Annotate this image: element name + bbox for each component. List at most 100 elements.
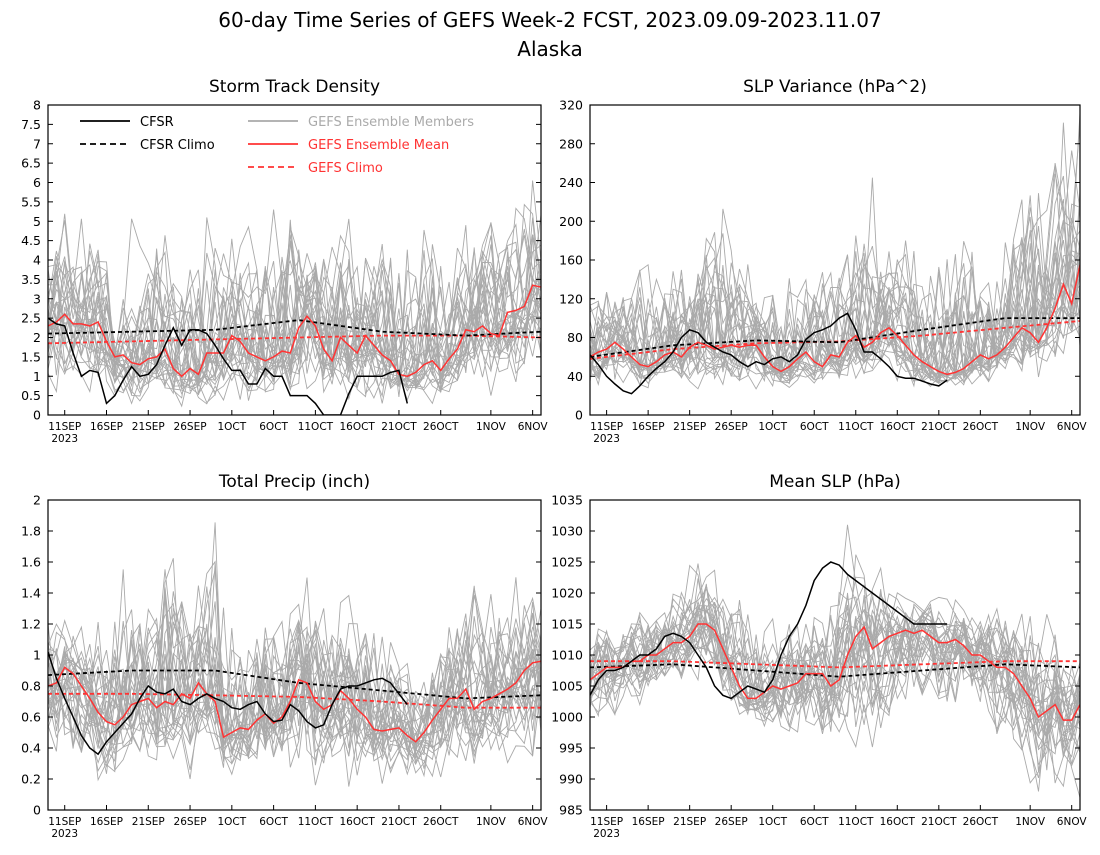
- x-tick-label: 1NOV: [1015, 421, 1046, 433]
- ensemble-member-line: [590, 207, 1080, 382]
- ensemble-member-line: [590, 199, 1080, 378]
- chart-panel: Total Precip (inch) 0 0.2 0.4 0.6 0.8 1 1.2 1.4 1…: [21, 472, 548, 840]
- ensemble-member-line: [590, 595, 1080, 779]
- y-tick-label: 1.2: [21, 617, 41, 632]
- y-tick-label: 4.5: [21, 233, 41, 248]
- y-tick-label: 0.6: [21, 710, 41, 725]
- ensemble-member-line: [48, 242, 541, 405]
- x-tick-label: 6NOV: [1057, 421, 1088, 433]
- y-tick-label: 2: [33, 493, 41, 508]
- ensemble-member-line: [48, 596, 541, 763]
- y-tick-label: 1030: [551, 524, 583, 539]
- y-tick-label: 8: [33, 98, 41, 113]
- x-tick-label: 16SEP: [632, 816, 665, 828]
- y-tick-label: 0: [33, 408, 41, 423]
- x-tick-label: 6NOV: [518, 816, 549, 828]
- x-tick-label: 26OCT: [963, 816, 999, 828]
- panel-title: Storm Track Density: [209, 77, 380, 97]
- x-tick-label: 6OCT: [259, 421, 288, 433]
- y-tick-label: 0.2: [21, 772, 41, 787]
- ensemble-member-line: [48, 217, 541, 402]
- legend-cfsr-label: CFSR: [140, 115, 174, 130]
- y-tick-label: 1000: [551, 710, 583, 725]
- y-tick-label: 1025: [551, 555, 583, 570]
- figure-subtitle: Alaska: [517, 37, 582, 61]
- y-tick-label: 3: [33, 291, 41, 306]
- gefs-climo-line: [590, 320, 1080, 360]
- ensemble-mean-line: [590, 623, 1080, 721]
- y-tick-label: 7: [33, 136, 41, 151]
- x-tick-label: 26SEP: [174, 816, 207, 828]
- x-tick-label: 26SEP: [174, 421, 207, 433]
- x-tick-label: 21SEP: [673, 421, 706, 433]
- y-tick-label: 1005: [551, 679, 583, 694]
- ensemble-member-line: [590, 241, 1080, 386]
- ensemble-member-line: [590, 609, 1080, 753]
- x-tick-label: 16SEP: [90, 421, 123, 433]
- y-tick-label: 200: [559, 214, 583, 229]
- legend-mean-label: GEFS Ensemble Mean: [308, 138, 449, 153]
- legend-members-label: GEFS Ensemble Members: [308, 115, 474, 130]
- x-tick-label: 6NOV: [518, 421, 549, 433]
- cfsr-climo-line: [590, 663, 1080, 678]
- x-tick-label: 11OCT: [298, 421, 334, 433]
- y-tick-label: 6: [33, 175, 41, 190]
- x-tick-label: 11SEP: [590, 816, 623, 828]
- figure-title: 60-day Time Series of GEFS Week-2 FCST, …: [218, 8, 881, 32]
- y-tick-label: 1010: [551, 648, 583, 663]
- cfsr-line: [590, 312, 948, 395]
- y-tick-label: 1020: [551, 586, 583, 601]
- y-tick-label: 2: [33, 330, 41, 345]
- ensemble-member-line: [590, 583, 1080, 771]
- y-tick-label: 1.5: [21, 349, 41, 364]
- x-tick-label: 1NOV: [476, 816, 507, 828]
- legend-cfsr-climo-label: CFSR Climo: [140, 138, 215, 153]
- ensemble-member-line: [590, 592, 1080, 798]
- x-tick-label: 26OCT: [963, 421, 999, 433]
- x-tick-label: 1NOV: [1015, 816, 1046, 828]
- x-tick-label: 26SEP: [715, 816, 748, 828]
- y-tick-label: 0.4: [21, 741, 41, 756]
- y-tick-label: 5.5: [21, 194, 41, 209]
- y-tick-label: 160: [559, 253, 583, 268]
- ensemble-member-line: [590, 593, 1080, 767]
- x-tick-label: 26SEP: [715, 421, 748, 433]
- ensemble-member-line: [590, 122, 1080, 386]
- x-tick-label: 21OCT: [381, 421, 417, 433]
- x-tick-label: 16OCT: [880, 421, 916, 433]
- x-tick-label: 11OCT: [838, 816, 874, 828]
- y-tick-label: 120: [559, 291, 583, 306]
- x-tick-label: 1NOV: [476, 421, 507, 433]
- ensemble-member-line: [48, 218, 541, 397]
- x-year-label: 2023: [593, 433, 620, 445]
- ensemble-member-line: [48, 252, 541, 389]
- legend: CFSR CFSR Climo GEFS Ensemble Members GEFS …: [80, 115, 474, 176]
- y-tick-label: 1: [33, 648, 41, 663]
- y-tick-label: 0: [33, 803, 41, 818]
- y-tick-label: 280: [559, 136, 583, 151]
- ensemble-member-line: [48, 560, 541, 774]
- legend-gefs-climo-label: GEFS Climo: [308, 161, 383, 176]
- x-tick-label: 11SEP: [590, 421, 623, 433]
- x-tick-label: 1OCT: [217, 816, 246, 828]
- x-tick-label: 6OCT: [259, 816, 288, 828]
- y-tick-label: 7.5: [21, 117, 41, 132]
- x-tick-label: 16SEP: [90, 816, 123, 828]
- ensemble-member-line: [48, 623, 541, 776]
- panel-title: SLP Variance (hPa^2): [743, 77, 927, 97]
- y-tick-label: 240: [559, 175, 583, 190]
- x-tick-label: 11OCT: [298, 816, 334, 828]
- y-tick-label: 80: [567, 330, 583, 345]
- y-tick-label: 3.5: [21, 272, 41, 287]
- ensemble-member-line: [590, 613, 1080, 716]
- ensemble-member-line: [48, 605, 541, 765]
- cfsr-line: [48, 651, 408, 756]
- panels: Storm Track Density 0 0.5 1 1.5 2 2.5 3 3.5 4 4.5 5…: [21, 77, 1087, 840]
- y-tick-label: 1.8: [21, 524, 41, 539]
- x-tick-label: 16SEP: [632, 421, 665, 433]
- x-tick-label: 26OCT: [423, 421, 459, 433]
- x-tick-label: 21SEP: [132, 816, 165, 828]
- y-tick-label: 1.4: [21, 586, 41, 601]
- x-tick-label: 21SEP: [132, 421, 165, 433]
